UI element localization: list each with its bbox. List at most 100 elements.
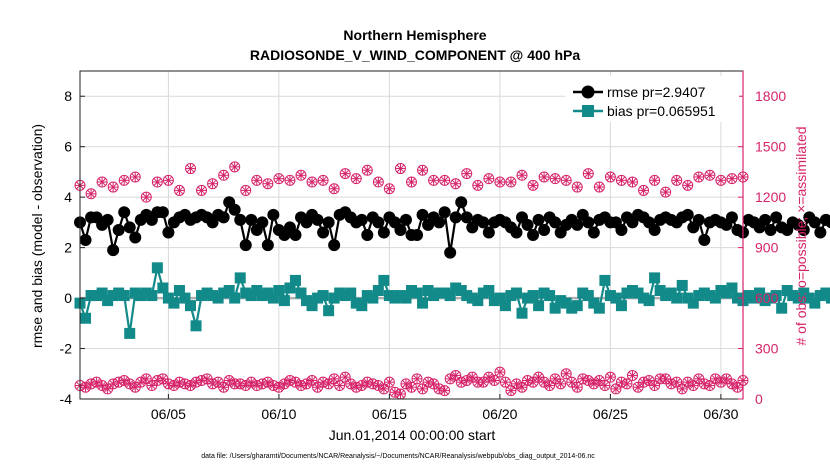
possible-obs-point	[152, 177, 162, 187]
possible-obs-point	[141, 192, 151, 202]
bias-point	[191, 320, 202, 331]
y-axis-label-left: rmse and bias (model - observation)	[29, 124, 45, 348]
assimilated-obs-point	[495, 367, 505, 377]
bias-point	[229, 293, 240, 304]
chart-title: Northern Hemisphere	[343, 27, 486, 43]
y-tick-label-right: 1500	[755, 139, 786, 155]
rmse-point	[400, 214, 412, 226]
bias-point	[152, 262, 163, 273]
possible-obs-point	[462, 169, 472, 179]
data-file-footnote: data file: /Users/gharamti/Documents/NCA…	[201, 453, 595, 460]
possible-obs-point	[285, 175, 295, 185]
legend-bias-label: bias pr=0.065951	[607, 103, 716, 119]
bias-point	[544, 290, 555, 301]
possible-obs-point	[296, 170, 306, 180]
possible-obs-point	[705, 170, 715, 180]
rmse-point	[809, 216, 821, 228]
rmse-point	[693, 214, 705, 226]
bias-point	[124, 328, 135, 339]
possible-obs-point	[163, 175, 173, 185]
y-tick-label-left: 0	[64, 290, 72, 306]
bias-point	[533, 300, 544, 311]
x-axis-label: Jun.01,2014 00:00:00 start	[329, 427, 496, 443]
possible-obs-point	[550, 174, 560, 184]
rmse-point	[234, 214, 246, 226]
bias-point	[119, 290, 130, 301]
rmse-point	[510, 226, 522, 238]
rmse-point	[527, 229, 539, 241]
rmse-point	[80, 234, 92, 246]
assimilated-obs-point	[219, 382, 229, 392]
bias-point	[157, 282, 168, 293]
possible-obs-point	[683, 180, 693, 190]
bias-point	[318, 290, 329, 301]
rmse-point	[571, 219, 583, 231]
possible-obs-point	[694, 172, 704, 182]
bias-point	[649, 272, 660, 283]
possible-obs-point	[451, 179, 461, 189]
rmse-point	[289, 229, 301, 241]
rmse-line	[80, 202, 830, 253]
rmse-point	[439, 206, 451, 218]
rmse-point	[726, 211, 738, 223]
possible-obs-point	[119, 175, 129, 185]
possible-obs-point	[418, 165, 428, 175]
rmse-point	[256, 216, 268, 228]
assimilated-obs-point	[556, 379, 566, 389]
rmse-point	[113, 224, 125, 236]
bias-point	[677, 280, 688, 291]
possible-obs-point	[639, 185, 649, 195]
assimilated-obs-point	[677, 384, 687, 394]
possible-obs-point	[230, 162, 240, 172]
y-tick-label-right: 600	[755, 290, 779, 306]
rmse-point	[157, 206, 169, 218]
legend-bias-marker	[582, 105, 594, 117]
assimilated-obs-point	[705, 381, 715, 391]
bias-point	[417, 298, 428, 309]
bias-point	[273, 285, 284, 296]
possible-obs-point	[351, 174, 361, 184]
possible-obs-point	[628, 177, 638, 187]
rmse-point	[107, 244, 119, 256]
bias-point	[594, 303, 605, 314]
assimilated-obs-point	[650, 381, 660, 391]
bias-point	[345, 288, 356, 299]
rmse-point	[433, 216, 445, 228]
possible-obs-point	[329, 184, 339, 194]
bias-point	[80, 313, 91, 324]
possible-obs-point	[219, 170, 229, 180]
bias-point	[726, 282, 737, 293]
bias-point	[572, 300, 583, 311]
possible-obs-point	[241, 185, 251, 195]
assimilated-obs-point	[506, 386, 516, 396]
possible-obs-point	[362, 165, 372, 175]
x-tick-label: 06/10	[261, 406, 296, 422]
rmse-point	[129, 232, 141, 244]
rmse-point	[588, 226, 600, 238]
bias-point	[323, 305, 334, 316]
assimilated-obs-point	[340, 372, 350, 382]
assimilated-obs-point	[412, 374, 422, 384]
bias-point	[185, 300, 196, 311]
y-axis-label-right: # of obs: o=possible; ×=assimilated	[793, 126, 809, 345]
possible-obs-point	[186, 164, 196, 174]
possible-obs-point	[484, 174, 494, 184]
possible-obs-point	[616, 175, 626, 185]
possible-obs-point	[407, 177, 417, 187]
bias-series-layer	[75, 250, 830, 339]
possible-obs-point	[672, 175, 682, 185]
possible-obs-point	[252, 175, 262, 185]
possible-obs-point	[197, 185, 207, 195]
possible-obs-point	[307, 177, 317, 187]
bias-point	[644, 295, 655, 306]
possible-obs-point	[583, 169, 593, 179]
assimilated-obs-point	[688, 381, 698, 391]
possible-obs-point	[605, 172, 615, 182]
rmse-point	[394, 224, 406, 236]
rmse-point	[328, 239, 340, 251]
possible-obs-point	[661, 187, 671, 197]
possible-obs-point	[440, 175, 450, 185]
possible-obs-point	[373, 177, 383, 187]
rmse-point	[312, 214, 324, 226]
